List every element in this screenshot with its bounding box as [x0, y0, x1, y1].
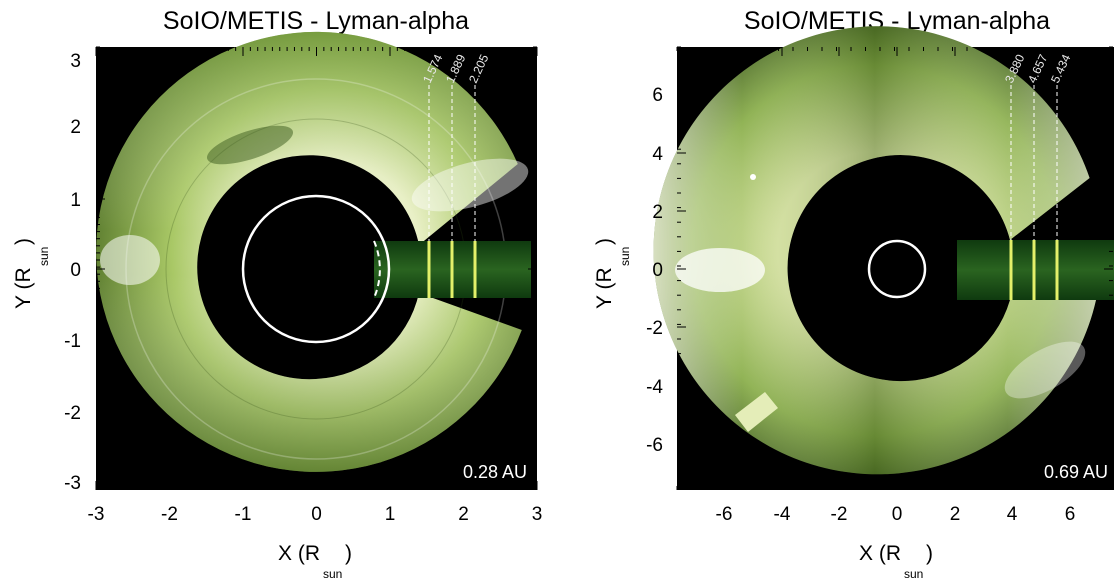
left-x-tick-labels: -3 -2 -1 0 1 2 3 [88, 504, 543, 525]
right-strip-lines [1009, 240, 1059, 300]
right-bright-streamer-se [1004, 341, 1086, 399]
left-bright-streamer [100, 235, 160, 285]
left-y-tick-label: -1 [64, 331, 81, 352]
right-x-tick-label: -4 [774, 504, 791, 525]
left-y-label-sub: sun [37, 247, 51, 266]
left-y-tick-label: -3 [64, 473, 81, 494]
right-x-tick-label: 6 [1065, 504, 1076, 525]
right-y-label-main: Y (R [593, 267, 616, 309]
left-x-tick-label: -2 [161, 504, 178, 525]
right-x-label-close: ) [926, 542, 933, 565]
left-y-axis-label: Y (R sun ) [12, 238, 51, 309]
right-corona-image [653, 26, 1096, 475]
left-x-tick-label: 1 [385, 504, 396, 525]
right-y-tick-label: 6 [652, 85, 663, 106]
right-limb-circle [867, 239, 927, 299]
left-limb-dashed [373, 240, 381, 299]
left-y-label-main: Y (R [12, 267, 35, 309]
right-y-tick-label: 2 [652, 202, 663, 223]
right-axis-ticks [676, 46, 1113, 490]
right-y-tick-labels: 6 4 2 0 -2 -4 -6 [646, 85, 663, 456]
left-x-label-sub: sun [323, 567, 342, 581]
left-panel: SoIO/METIS - Lyman-alpha 1.574 1.889 2.2… [12, 7, 542, 581]
left-x-tick-label: -1 [235, 504, 252, 525]
left-dark-feature [206, 125, 294, 165]
right-x-tick-label: 2 [950, 504, 961, 525]
left-limb-circle [241, 194, 391, 344]
right-y-axis-label: Y (R sun ) [593, 238, 632, 309]
left-y-tick-labels: 3 2 1 0 -1 -2 -3 [64, 51, 81, 494]
right-bright-streamer-west [675, 248, 765, 292]
left-panel-title: SoIO/METIS - Lyman-alpha [163, 7, 469, 35]
left-x-tick-label: 0 [311, 504, 322, 525]
left-bright-streamer-ne [411, 158, 529, 212]
right-bright-spot [750, 174, 756, 180]
right-x-label-sub: sun [904, 567, 923, 581]
left-y-tick-label: 2 [70, 117, 81, 138]
right-panel: SoIO/METIS - Lyman-alpha 3.880 4.657 5.4… [593, 7, 1114, 581]
left-corona-shading [96, 31, 522, 472]
left-corona-image [96, 31, 529, 472]
left-y-tick-label: -2 [64, 403, 81, 424]
left-x-tick-label: 2 [458, 504, 469, 525]
right-y-tick-label: 0 [652, 260, 663, 281]
right-x-tick-label: -6 [716, 504, 733, 525]
left-x-axis-label: X (R sun ) [278, 542, 352, 581]
left-x-tick-label: -3 [88, 504, 105, 525]
left-y-tick-label: 3 [70, 51, 81, 72]
right-y-tick-label: -2 [646, 318, 663, 339]
right-x-tick-label: 4 [1007, 504, 1018, 525]
right-y-tick-label: -4 [646, 377, 663, 398]
left-x-label-main: X (R [278, 542, 320, 565]
right-artifact-patch [735, 392, 778, 432]
left-x-tick-label: 3 [532, 504, 543, 525]
left-y-tick-label: 1 [70, 190, 81, 211]
right-x-label-main: X (R [859, 542, 901, 565]
right-distance-label: 0.69 AU [1044, 462, 1108, 482]
right-x-tick-labels: -6 -4 -2 0 2 4 6 [716, 504, 1076, 525]
left-strip-lines [427, 241, 477, 298]
right-corona-shading [653, 26, 1096, 475]
right-y-label-sub: sun [618, 247, 632, 266]
right-y-label-close: ) [593, 238, 616, 245]
left-x-label-close: ) [345, 542, 352, 565]
right-y-tick-label: -6 [646, 435, 663, 456]
left-distance-label: 0.28 AU [463, 462, 527, 482]
right-x-tick-label: 0 [892, 504, 903, 525]
left-y-tick-label: 0 [70, 260, 81, 281]
left-axis-ticks [95, 46, 538, 490]
right-x-axis-label: X (R sun ) [859, 542, 933, 581]
left-y-label-close: ) [12, 238, 35, 245]
right-y-tick-label: 4 [652, 144, 663, 165]
right-x-tick-label: -2 [831, 504, 848, 525]
